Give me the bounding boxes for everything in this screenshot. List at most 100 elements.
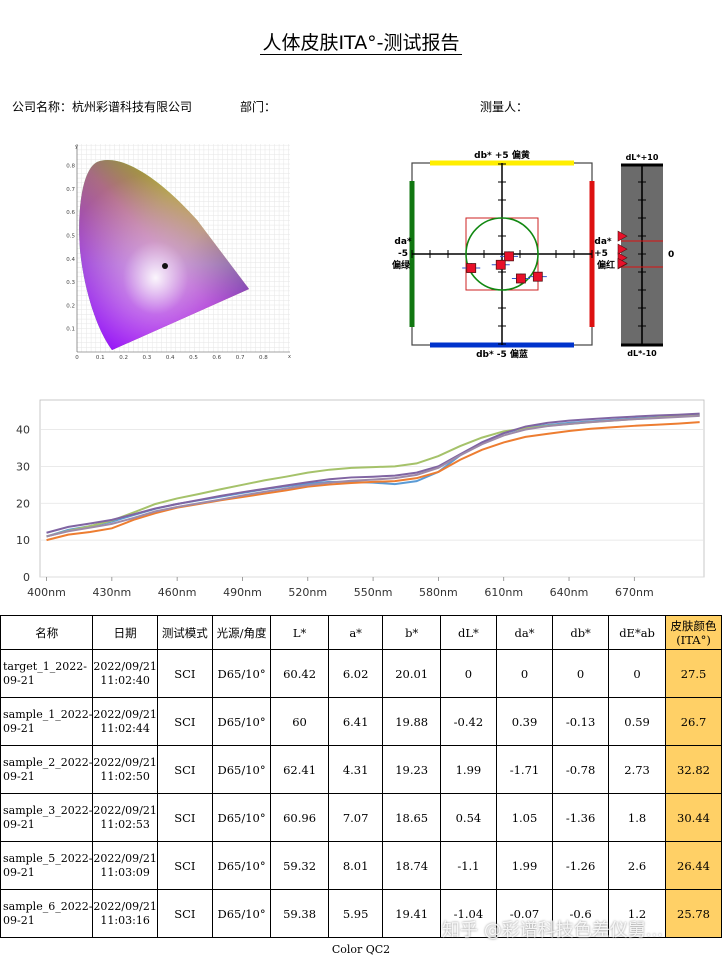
cell-name: sample_1_2022-09-21 <box>0 697 94 746</box>
sample-points <box>462 251 547 284</box>
cie-x-tick-label: 0.1 <box>96 355 105 361</box>
header-name: 名称 <box>0 615 94 650</box>
left-label-value: -5 <box>398 249 408 259</box>
cell-light: D65/10° <box>211 793 272 842</box>
cell-db: 0 <box>552 649 610 698</box>
cell-date: 2022/09/21 11:02:50 <box>92 745 158 794</box>
white-point-marker <box>162 263 168 269</box>
cie-gamut <box>79 160 249 350</box>
right-label-red: 偏红 <box>597 259 615 271</box>
header-ita: 皮肤颜色(ITA°) <box>665 615 722 650</box>
cell-l: 59.32 <box>270 841 329 890</box>
cell-a: 5.95 <box>327 889 384 938</box>
left-label-green: 偏绿 <box>392 259 411 271</box>
cie-x-tick-label: 0.7 <box>236 355 245 361</box>
cell-a: 6.41 <box>327 697 384 746</box>
cell-dl: 0.54 <box>439 793 497 842</box>
cie-x-tick-label: 0.5 <box>189 355 198 361</box>
cell-ita: 32.82 <box>665 745 722 794</box>
dl-markers <box>617 230 628 270</box>
cell-b: 19.88 <box>382 697 441 746</box>
cie-tick-labels: 0 0.1 0.2 0.3 0.4 0.5 0.6 0.7 0.8 0.1 0.2 0.3 0.4 0.5… <box>66 164 268 361</box>
cell-light: D65/10° <box>211 697 272 746</box>
table-row: target_1_2022-09-21 2022/09/21 11:02:40 SC… <box>0 649 722 698</box>
series-line-5 <box>46 414 700 538</box>
header-da: da* <box>495 615 554 650</box>
y-tick-label: 0 <box>23 571 30 584</box>
cell-mode: SCI <box>156 697 213 746</box>
y-tick-labels: 0 10 20 30 40 <box>16 424 30 585</box>
watermark: 知乎 @彩谱科技色差仪舅... <box>442 920 663 941</box>
cell-date: 2022/09/21 11:02:53 <box>92 793 158 842</box>
cell-ita: 30.44 <box>665 793 722 842</box>
sample-point-sample_6 <box>495 259 506 270</box>
cell-dl: -1.1 <box>439 841 497 890</box>
table-row: sample_1_2022-09-21 2022/09/21 11:02:44 SC… <box>0 697 722 746</box>
cell-a: 6.02 <box>327 649 384 698</box>
cell-mode: SCI <box>156 889 213 938</box>
cell-l: 60 <box>270 697 329 746</box>
bottom-label: db* -5 偏蓝 <box>476 348 528 360</box>
series-line-2 <box>46 421 700 542</box>
cell-ita: 26.7 <box>665 697 722 746</box>
cell-da: -1.71 <box>495 745 554 794</box>
header-light: 光源/角度 <box>211 615 272 650</box>
right-label-da: da* <box>594 237 612 247</box>
cell-da: 0.39 <box>495 697 554 746</box>
y-tick-label: 40 <box>16 424 30 437</box>
cell-db: -1.36 <box>552 793 610 842</box>
color-difference-plot: db* +5 偏黄 db* -5 偏蓝 da* -5 偏绿 da* +5 偏红 … <box>392 149 674 360</box>
cell-date: 2022/09/21 11:03:09 <box>92 841 158 890</box>
tolerance-circle <box>465 217 539 291</box>
cell-l: 60.42 <box>270 649 329 698</box>
plot-area <box>39 399 705 578</box>
dl-marker <box>617 243 628 255</box>
cell-date: 2022/09/21 11:02:44 <box>92 697 158 746</box>
cell-da: 1.05 <box>495 793 554 842</box>
cell-db: -0.78 <box>552 745 610 794</box>
cell-de: 2.73 <box>608 745 667 794</box>
operator-label: 测量人： <box>480 100 529 114</box>
table-row: sample_5_2022-09-21 2022/09/21 11:03:09 SC… <box>0 841 722 890</box>
x-tick-label: 430nm <box>92 586 131 599</box>
cell-b: 18.74 <box>382 841 441 890</box>
cie-x-axis-label: x <box>288 354 291 360</box>
cell-de: 1.2 <box>608 889 667 938</box>
x-tick-label: 520nm <box>288 586 327 599</box>
cell-de: 0.59 <box>608 697 667 746</box>
cell-l: 62.41 <box>270 745 329 794</box>
cell-de: 2.6 <box>608 841 667 890</box>
cell-l: 59.38 <box>270 889 329 938</box>
cell-dl: 1.99 <box>439 745 497 794</box>
table-row: sample_3_2022-09-21 2022/09/21 11:02:53 SC… <box>0 793 722 842</box>
cell-name: sample_5_2022-09-21 <box>0 841 94 890</box>
cell-dl: -0.42 <box>439 697 497 746</box>
cell-l: 60.96 <box>270 793 329 842</box>
cell-ita: 26.44 <box>665 841 722 890</box>
x-tick-label: 580nm <box>419 586 458 599</box>
x-tick-label: 490nm <box>223 586 262 599</box>
dl-top-label: dL*+10 <box>626 153 659 162</box>
header-a: a* <box>327 615 384 650</box>
cell-mode: SCI <box>156 793 213 842</box>
table-header-row: 名称 日期 测试模式 光源/角度 L* a* b* dL* da* db* dE… <box>0 615 722 650</box>
cell-name: target_1_2022-09-21 <box>0 649 94 698</box>
cell-name: sample_3_2022-09-21 <box>0 793 94 842</box>
cell-light: D65/10° <box>211 889 272 938</box>
x-tick-label: 550nm <box>354 586 393 599</box>
cie-x-tick-label: 0.6 <box>212 355 221 361</box>
cell-ita: 25.78 <box>665 889 722 938</box>
x-tick-label: 670nm <box>615 586 654 599</box>
y-tick-label: 30 <box>16 460 30 473</box>
dl-ticks <box>621 163 663 345</box>
sample-point-sample_1 <box>504 251 514 262</box>
cie-x-tick-label: 0.3 <box>143 355 152 361</box>
cell-mode: SCI <box>156 841 213 890</box>
cell-dl: 0 <box>439 649 497 698</box>
cie-y-tick-label: 0.3 <box>66 280 75 286</box>
cell-light: D65/10° <box>211 841 272 890</box>
right-label-value: +5 <box>594 249 608 259</box>
cie-y-tick-label: 0.4 <box>66 257 75 263</box>
x-tick-labels: 400nm 430nm 460nm 490nm 520nm 550nm 580nm 610nm… <box>27 577 654 599</box>
cell-mode: SCI <box>156 745 213 794</box>
